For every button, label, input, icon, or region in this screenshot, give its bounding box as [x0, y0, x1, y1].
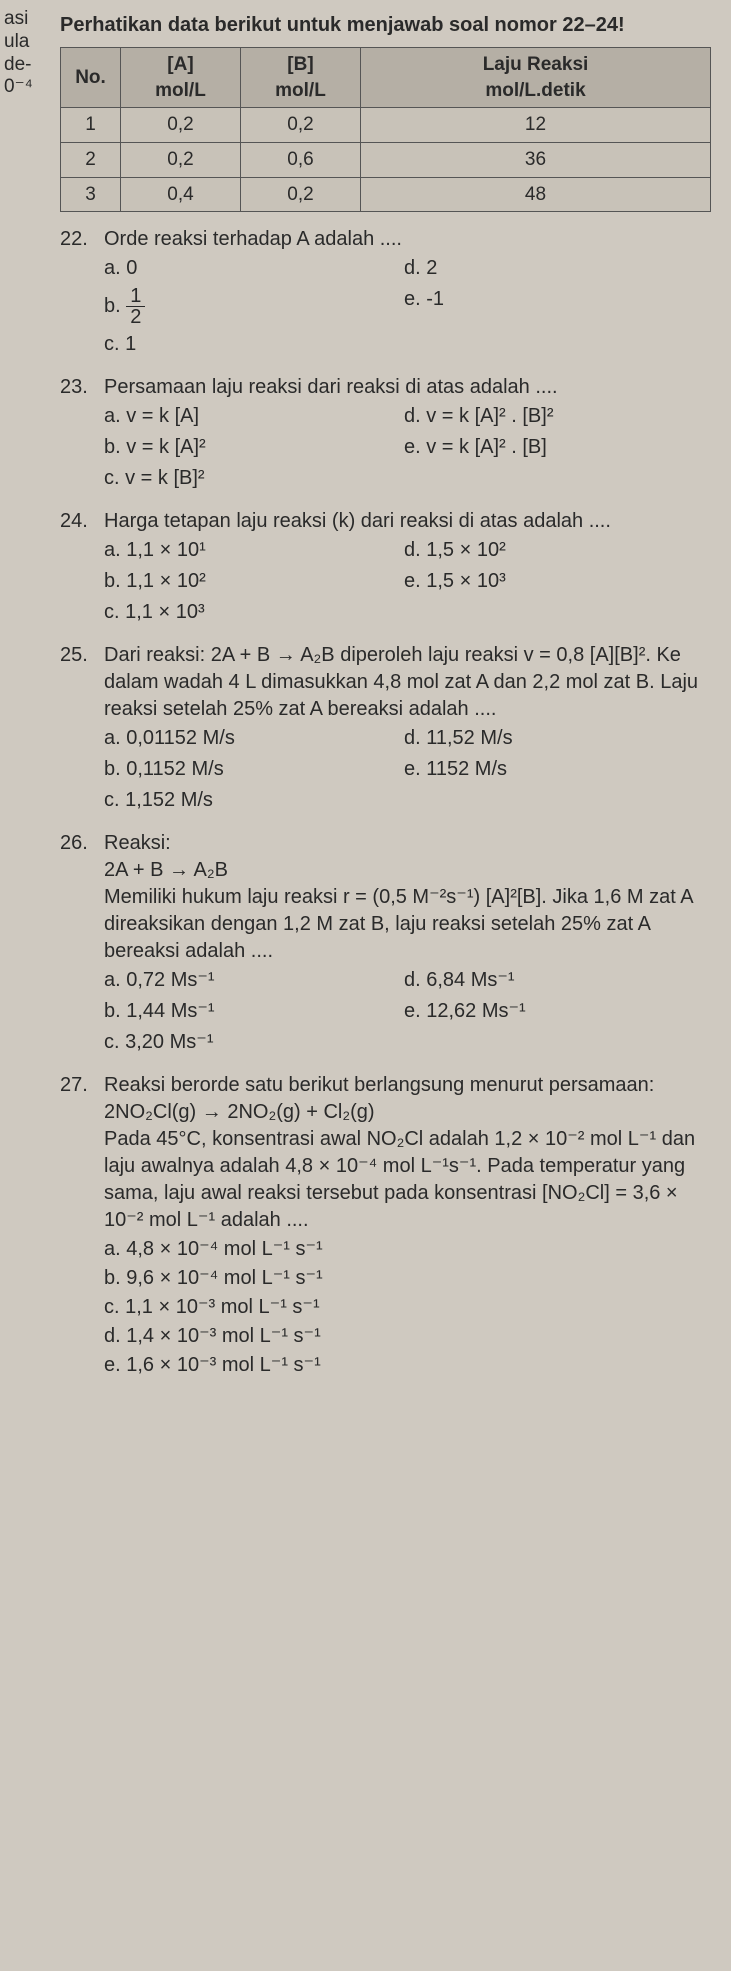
q23-opt-d: d. v = k [A]² . [B]²	[404, 403, 711, 430]
question-27: 27. Reaksi berorde satu berikut berlangs…	[60, 1072, 711, 1379]
edge-l1: asi	[4, 8, 33, 31]
q26-opt-c: c. 3,20 Ms⁻¹	[104, 1029, 404, 1056]
q24-opt-e: e. 1,5 × 10³	[404, 568, 711, 595]
q25-opt-d: d. 11,52 M/s	[404, 725, 711, 752]
cell: 3	[61, 177, 121, 212]
th-b: [B] mol/L	[241, 48, 361, 108]
table-row: 2 0,2 0,6 36	[61, 142, 711, 177]
q25-opt-c: c. 1,152 M/s	[104, 787, 404, 814]
q27-opt-c: c. 1,1 × 10⁻³ mol L⁻¹ s⁻¹	[104, 1294, 711, 1321]
q23-opt-a: a. v = k [A]	[104, 403, 404, 430]
frac-den: 2	[126, 307, 145, 327]
cell: 2	[61, 142, 121, 177]
question-23: 23. Persamaan laju reaksi dari reaksi di…	[60, 374, 711, 494]
q24-num: 24.	[60, 508, 104, 535]
table-header-row: No. [A] mol/L [B] mol/L Laju Reaksi mol/…	[61, 48, 711, 108]
q27-stem: Reaksi berorde satu berikut berlangsung …	[104, 1072, 711, 1234]
q23-num: 23.	[60, 374, 104, 401]
th-rate: Laju Reaksi mol/L.detik	[361, 48, 711, 108]
q25-opt-b: b. 0,1152 M/s	[104, 756, 404, 783]
q22-opt-c: c. 1	[104, 331, 404, 358]
q26-num: 26.	[60, 830, 104, 965]
q25-num: 25.	[60, 642, 104, 723]
table-row: 1 0,2 0,2 12	[61, 108, 711, 143]
cell: 0,4	[121, 177, 241, 212]
cell: 0,2	[241, 177, 361, 212]
fraction-icon: 1 2	[126, 286, 145, 327]
q22-opt-a: a. 0	[104, 255, 404, 282]
cell: 12	[361, 108, 711, 143]
q23-opt-c: c. v = k [B]²	[104, 465, 404, 492]
question-22: 22. Orde reaksi terhadap A adalah .... a…	[60, 226, 711, 360]
q25-opt-a: a. 0,01152 M/s	[104, 725, 404, 752]
q27-opt-b: b. 9,6 × 10⁻⁴ mol L⁻¹ s⁻¹	[104, 1265, 711, 1292]
q26-opt-b: b. 1,44 Ms⁻¹	[104, 998, 404, 1025]
q25-opt-e: e. 1152 M/s	[404, 756, 711, 783]
table-row: 3 0,4 0,2 48	[61, 177, 711, 212]
edge-l4: 0⁻⁴	[4, 76, 33, 99]
q26-opt-e: e. 12,62 Ms⁻¹	[404, 998, 711, 1025]
q23-stem: Persamaan laju reaksi dari reaksi di ata…	[104, 374, 711, 401]
q23-opt-e: e. v = k [A]² . [B]	[404, 434, 711, 461]
q22-opt-d: d. 2	[404, 255, 711, 282]
q27-opt-a: a. 4,8 × 10⁻⁴ mol L⁻¹ s⁻¹	[104, 1236, 711, 1263]
q27-stem-3: Pada 45°C, konsentrasi awal NO₂Cl adalah…	[104, 1126, 711, 1234]
q26-opt-a: a. 0,72 Ms⁻¹	[104, 967, 404, 994]
cell: 0,6	[241, 142, 361, 177]
cell: 48	[361, 177, 711, 212]
q27-stem-1: Reaksi berorde satu berikut berlangsung …	[104, 1072, 711, 1099]
th-a: [A] mol/L	[121, 48, 241, 108]
q22-num: 22.	[60, 226, 104, 253]
q26-stem-1: Reaksi:	[104, 830, 711, 857]
th-no: No.	[61, 48, 121, 108]
q26-stem-3: Memiliki hukum laju reaksi r = (0,5 M⁻²s…	[104, 884, 711, 965]
q26-stem-2: 2A + B → A₂B	[104, 857, 711, 884]
q25-stem: Dari reaksi: 2A + B → A₂B diperoleh laju…	[104, 642, 711, 723]
question-26: 26. Reaksi: 2A + B → A₂B Memiliki hukum …	[60, 830, 711, 1058]
q24-opt-c: c. 1,1 × 10³	[104, 599, 404, 626]
cell: 36	[361, 142, 711, 177]
q26-stem: Reaksi: 2A + B → A₂B Memiliki hukum laju…	[104, 830, 711, 965]
q22-b-prefix: b.	[104, 295, 126, 317]
edge-l3: de-	[4, 54, 33, 77]
cutoff-text: asi ula de- 0⁻⁴	[4, 8, 33, 99]
cell: 1	[61, 108, 121, 143]
q27-stem-2: 2NO₂Cl(g) → 2NO₂(g) + Cl₂(g)	[104, 1099, 711, 1126]
edge-l2: ula	[4, 31, 33, 54]
q27-opt-d: d. 1,4 × 10⁻³ mol L⁻¹ s⁻¹	[104, 1323, 711, 1350]
q24-stem: Harga tetapan laju reaksi (k) dari reaks…	[104, 508, 711, 535]
q27-num: 27.	[60, 1072, 104, 1234]
q23-opt-b: b. v = k [A]²	[104, 434, 404, 461]
cell: 0,2	[121, 108, 241, 143]
q22-stem: Orde reaksi terhadap A adalah ....	[104, 226, 711, 253]
cell: 0,2	[121, 142, 241, 177]
cell: 0,2	[241, 108, 361, 143]
q27-opt-e: e. 1,6 × 10⁻³ mol L⁻¹ s⁻¹	[104, 1352, 711, 1379]
q24-opt-d: d. 1,5 × 10²	[404, 537, 711, 564]
q22-opt-b: b. 1 2	[104, 286, 404, 327]
q24-opt-a: a. 1,1 × 10¹	[104, 537, 404, 564]
question-24: 24. Harga tetapan laju reaksi (k) dari r…	[60, 508, 711, 628]
q26-opt-d: d. 6,84 Ms⁻¹	[404, 967, 711, 994]
q22-opt-e: e. -1	[404, 286, 711, 327]
q24-opt-b: b. 1,1 × 10²	[104, 568, 404, 595]
frac-num: 1	[126, 286, 145, 307]
data-table: No. [A] mol/L [B] mol/L Laju Reaksi mol/…	[60, 47, 711, 212]
section-header: Perhatikan data berikut untuk menjawab s…	[60, 12, 711, 39]
question-25: 25. Dari reaksi: 2A + B → A₂B diperoleh …	[60, 642, 711, 816]
